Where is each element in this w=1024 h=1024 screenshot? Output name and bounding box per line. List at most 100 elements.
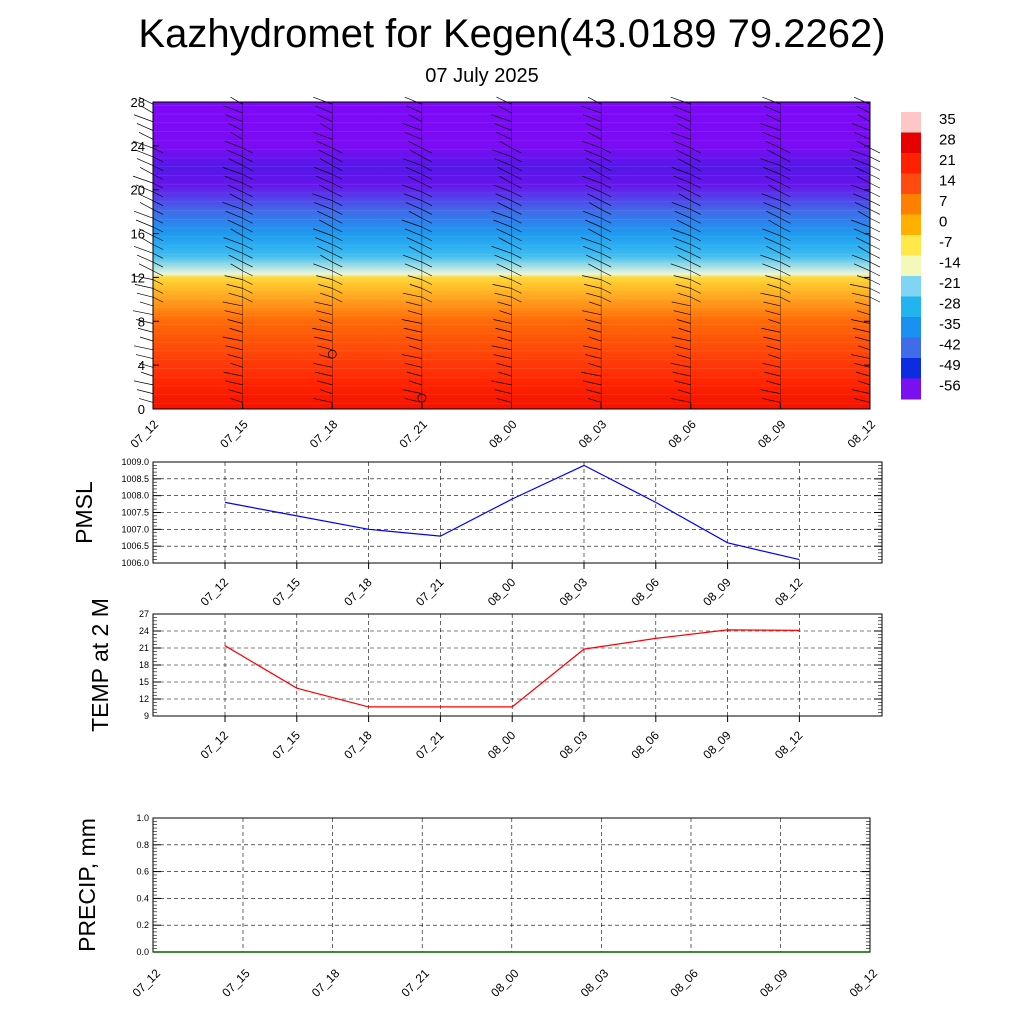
wind-barb	[132, 310, 154, 316]
wind-barb	[494, 389, 512, 394]
colorbar-segment	[901, 276, 921, 297]
wind-barb	[242, 156, 253, 163]
x-tick-label: 07_18	[341, 575, 375, 609]
wind-barb	[780, 244, 791, 250]
wind-barb	[600, 244, 612, 250]
wind-barb	[768, 219, 781, 228]
wind-barb	[224, 310, 243, 316]
wind-barb	[676, 354, 691, 359]
wind-barb	[497, 301, 512, 307]
wind-barb	[780, 174, 791, 180]
wind-barb	[152, 174, 164, 180]
wind-barb	[766, 210, 781, 219]
calm-wind-marker	[417, 393, 427, 403]
colorbar-segment	[901, 173, 921, 195]
wind-barb	[332, 244, 343, 250]
wind-barb	[404, 263, 423, 272]
wind-barb	[780, 288, 791, 294]
wind-barb	[140, 371, 154, 377]
wind-barb	[408, 245, 423, 254]
y-tick-label: 1006.5	[121, 541, 149, 551]
wind-barb	[690, 226, 701, 233]
wind-barb	[857, 380, 871, 386]
wind-barb	[765, 275, 781, 280]
wind-barb	[780, 147, 791, 154]
y-tick-label: 1007.5	[121, 508, 149, 518]
wind-barb	[408, 210, 423, 219]
wind-barb	[332, 235, 343, 242]
wind-barb	[849, 284, 871, 289]
wind-barb	[242, 296, 253, 303]
colorbar-segment	[901, 235, 921, 256]
wind-barb	[421, 279, 433, 285]
wind-barb	[332, 165, 343, 171]
wind-barb	[511, 209, 522, 215]
wind-barb	[133, 210, 154, 219]
x-tick-label: 08_12	[847, 966, 881, 1000]
wind-barb	[780, 226, 791, 233]
wind-barb	[493, 184, 512, 193]
wind-barb	[332, 296, 343, 303]
x-tick-label: 08_12	[772, 728, 806, 762]
wind-barb	[408, 380, 422, 386]
wind-barb	[332, 191, 343, 198]
wind-barb	[409, 149, 423, 158]
wind-barb	[587, 263, 602, 272]
wind-barb	[227, 184, 243, 193]
wind-barb	[780, 182, 791, 189]
wind-barb	[857, 345, 871, 351]
wind-barb	[493, 319, 512, 324]
wind-barb	[587, 327, 602, 333]
wind-barb	[869, 217, 881, 224]
wind-barb	[850, 219, 871, 228]
wind-barb	[316, 275, 333, 280]
wind-barb	[139, 301, 154, 307]
wind-barb	[242, 288, 253, 294]
wind-barb	[762, 96, 781, 105]
wind-barb	[224, 275, 243, 280]
wind-barb	[690, 288, 701, 294]
wind-barb	[600, 217, 612, 224]
wind-barb	[230, 96, 243, 105]
wind-barb	[421, 226, 433, 233]
wind-barb	[766, 114, 781, 123]
wind-barb	[421, 165, 433, 171]
wind-barb	[421, 288, 433, 294]
wind-barb	[582, 140, 602, 149]
wind-barb	[498, 371, 512, 377]
wind-barb	[319, 184, 333, 193]
wind-barb	[676, 319, 691, 324]
wind-barb	[766, 245, 781, 254]
wind-barb	[674, 210, 691, 219]
wind-barb	[780, 261, 791, 268]
wind-barb	[138, 96, 154, 105]
wind-barb	[498, 105, 512, 114]
x-tick-label: 07_21	[398, 966, 432, 1000]
wind-barb	[768, 184, 781, 193]
wind-barb	[600, 191, 612, 198]
wind-barb	[589, 301, 602, 307]
wind-barb	[407, 175, 423, 184]
y-tick-label: 12	[139, 694, 149, 704]
wind-barb	[242, 209, 253, 215]
wind-barb	[407, 140, 423, 149]
wind-barb	[600, 226, 612, 233]
wind-barb	[857, 210, 871, 219]
wind-barb	[242, 226, 253, 233]
panel-frame	[152, 613, 883, 717]
y-tick-label: 28	[131, 95, 145, 110]
wind-barb	[854, 167, 871, 175]
chart-subtitle: 07 July 2025	[425, 65, 539, 87]
wind-barb	[138, 131, 154, 140]
wind-barb	[401, 354, 422, 359]
wind-barb	[316, 310, 333, 316]
wind-barb	[404, 228, 423, 237]
wind-barb	[869, 235, 881, 242]
wind-barb	[242, 279, 253, 285]
wind-barb	[132, 140, 154, 149]
wind-barb	[406, 105, 423, 114]
wind-barb	[600, 235, 612, 242]
x-tick-label: 08_03	[557, 575, 591, 609]
x-tick-label: 08_06	[665, 417, 699, 451]
wind-barb	[780, 235, 791, 242]
